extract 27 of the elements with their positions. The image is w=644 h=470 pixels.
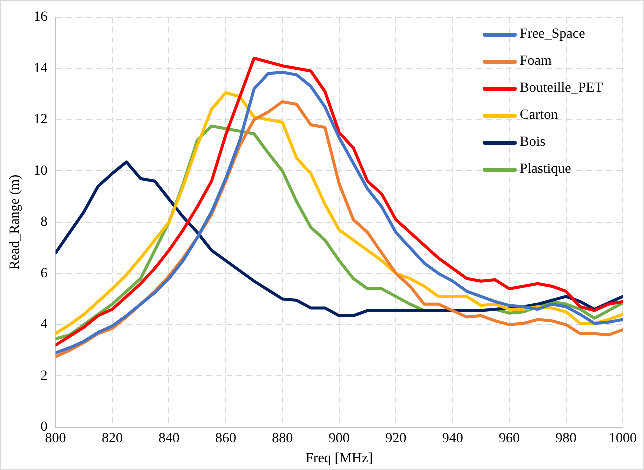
x-tick-label: 800 <box>45 431 66 446</box>
legend-label: Carton <box>520 108 558 124</box>
x-tick-label: 1000 <box>609 431 637 446</box>
y-tick-label: 16 <box>34 10 48 26</box>
y-tick-label: 2 <box>40 368 48 384</box>
x-tick-label: 960 <box>499 431 520 446</box>
x-tick-label: 920 <box>386 431 407 446</box>
legend-label: Free_Space <box>520 26 586 43</box>
y-tick-label: 4 <box>40 318 48 333</box>
y-tick-label: 8 <box>40 215 48 230</box>
x-tick-label: 880 <box>272 431 294 446</box>
y-tick-label: 14 <box>34 61 48 76</box>
x-tick-label: 980 <box>556 431 577 446</box>
legend-label: Foam <box>520 54 552 70</box>
x-tick-label: 900 <box>328 431 350 446</box>
legend-label: Bois <box>520 134 546 151</box>
legend-label: Bouteille_PET <box>520 80 604 97</box>
x-tick-label: 820 <box>102 431 124 446</box>
y-tick-label: 10 <box>34 164 48 179</box>
x-tick-label: 860 <box>215 431 236 446</box>
x-tick-label: 840 <box>158 431 180 446</box>
legend-label: Plastique <box>520 162 572 178</box>
x-axis-title: Freq [MHz] <box>306 451 374 466</box>
x-tick-label: 940 <box>442 431 464 446</box>
y-tick-label: 6 <box>40 266 48 282</box>
y-tick-label: 12 <box>34 112 48 128</box>
y-axis-title: Read_Range (m) <box>8 174 24 270</box>
